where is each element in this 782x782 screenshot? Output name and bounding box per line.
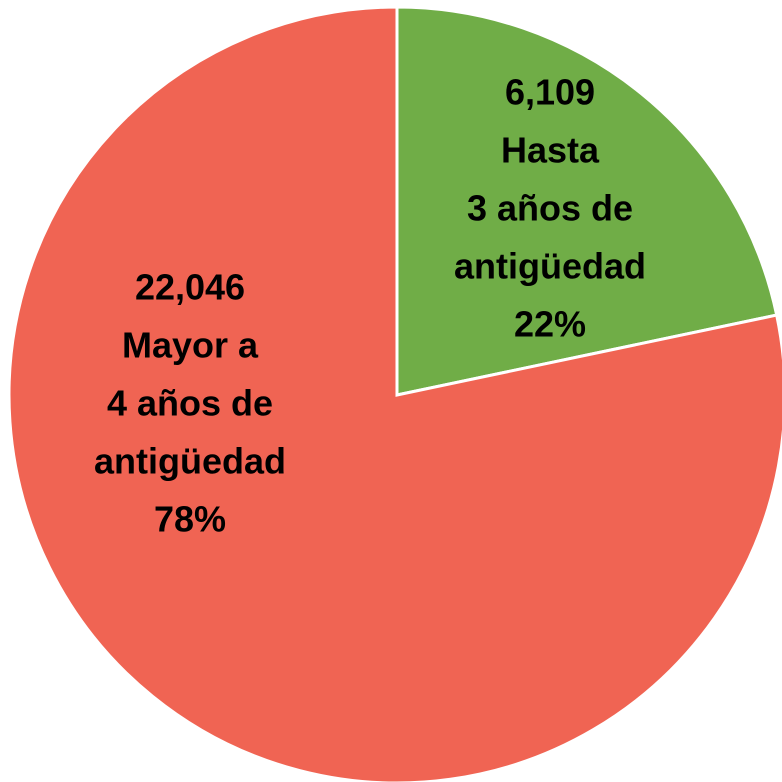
category-label: Mayor a xyxy=(122,325,259,366)
category-label: antigüedad xyxy=(94,441,286,482)
percent-label: 22% xyxy=(514,304,586,345)
percent-label: 78% xyxy=(154,499,226,540)
category-label: 4 años de xyxy=(107,383,273,424)
pie-slice xyxy=(7,5,782,782)
category-label: 3 años de xyxy=(467,188,633,229)
value-label: 6,109 xyxy=(505,72,595,113)
category-label: antigüedad xyxy=(454,246,646,287)
value-label: 22,046 xyxy=(135,267,245,308)
category-label: Hasta xyxy=(501,130,600,171)
pie-slice xyxy=(395,5,779,397)
